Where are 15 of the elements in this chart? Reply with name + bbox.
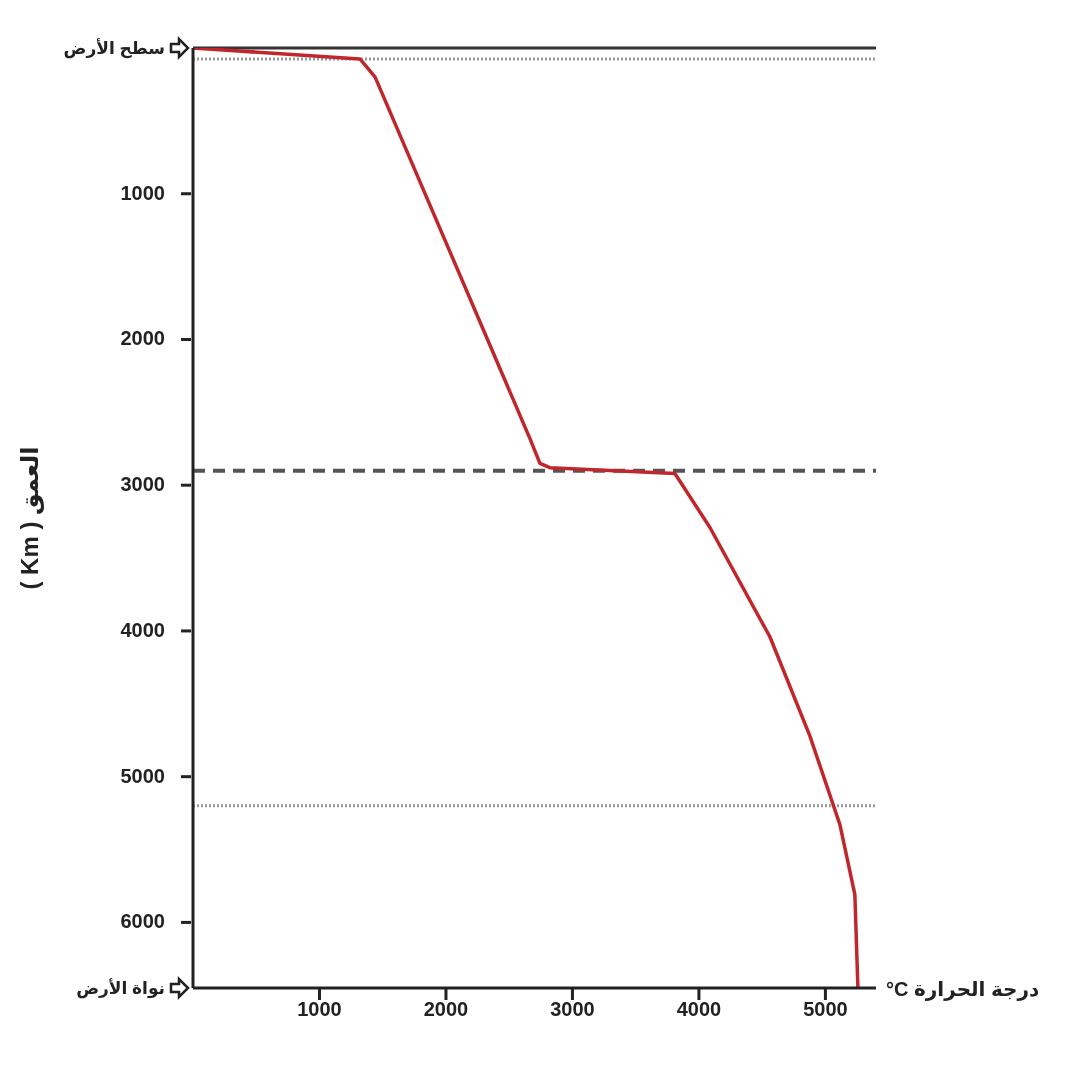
y-tick-label: 5000	[120, 764, 165, 787]
y-tick-label: سطح الأرض	[63, 38, 165, 59]
y-tick-label: 3000	[120, 473, 165, 496]
x-axis-title: درجة الحرارة C°	[886, 978, 1040, 1001]
y-tick-label: 6000	[120, 910, 165, 933]
x-tick-label: 4000	[676, 998, 722, 1021]
y-tick-label: 4000	[120, 618, 165, 641]
x-tick-label: 5000	[803, 998, 848, 1021]
x-tick-label: 1000	[297, 998, 342, 1021]
y-axis-title: العمق ( Km )	[16, 446, 44, 590]
y-tick-label: 2000	[120, 327, 165, 350]
x-tick-label: 3000	[550, 998, 595, 1021]
y-tick-label: نواة الأرض	[76, 978, 165, 999]
x-tick-label: 2000	[423, 998, 469, 1021]
y-tick-label: 1000	[120, 181, 165, 204]
